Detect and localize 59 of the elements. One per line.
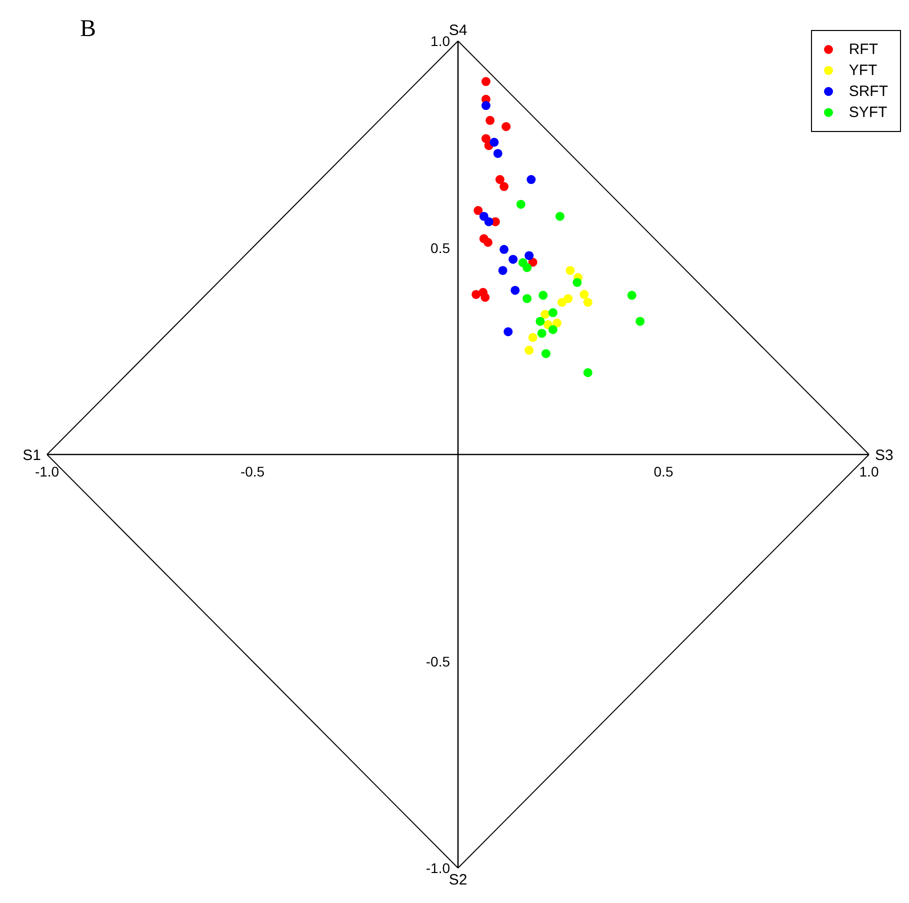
text: S2 xyxy=(448,872,468,889)
point xyxy=(498,266,508,275)
point xyxy=(555,212,564,221)
point xyxy=(493,148,502,158)
point xyxy=(583,368,592,378)
point xyxy=(508,254,518,264)
y-tick-label: 1.0 xyxy=(430,33,450,49)
point xyxy=(486,116,495,125)
point xyxy=(481,77,490,86)
point xyxy=(557,298,566,307)
point xyxy=(524,251,534,260)
point xyxy=(572,278,582,287)
point xyxy=(484,238,493,247)
point xyxy=(536,316,545,326)
point xyxy=(548,308,558,318)
point xyxy=(495,175,504,184)
text: S1 xyxy=(22,446,41,464)
point xyxy=(510,286,520,295)
point xyxy=(504,327,513,336)
x-tick-label: -0.5 xyxy=(240,464,265,480)
point xyxy=(540,310,550,319)
y-tick-label: -0.5 xyxy=(426,653,450,670)
point xyxy=(484,217,494,226)
point xyxy=(522,294,532,304)
point xyxy=(583,298,592,307)
point xyxy=(490,138,499,147)
point xyxy=(537,328,546,338)
point xyxy=(627,290,636,300)
legend-label: SYFT xyxy=(848,103,888,123)
point xyxy=(541,349,550,358)
point xyxy=(526,175,536,184)
point xyxy=(502,122,511,132)
x-tick-label: 1.0 xyxy=(859,464,879,480)
text: S3 xyxy=(875,446,894,464)
point xyxy=(481,134,490,144)
point xyxy=(516,200,526,209)
point xyxy=(538,290,548,300)
point xyxy=(552,318,562,328)
point xyxy=(524,346,534,355)
point xyxy=(636,316,645,326)
point xyxy=(528,332,538,342)
point xyxy=(480,292,490,302)
text: S4 xyxy=(448,22,468,39)
legend-label: YFT xyxy=(848,61,878,81)
point xyxy=(474,206,483,216)
point xyxy=(522,263,532,272)
point xyxy=(548,325,558,334)
point xyxy=(481,101,490,110)
y-tick-label: 0.5 xyxy=(430,240,450,256)
point xyxy=(580,290,589,299)
legend-label: SRFT xyxy=(848,82,888,102)
y-tick-label: -1.0 xyxy=(426,860,450,876)
point xyxy=(566,266,575,275)
point xyxy=(500,244,509,254)
point xyxy=(500,182,509,192)
x-tick-label: -1.0 xyxy=(34,464,60,480)
x-tick-label: 0.5 xyxy=(654,464,674,480)
legend-label: RFT xyxy=(848,40,878,60)
chart-title: B xyxy=(80,16,96,43)
